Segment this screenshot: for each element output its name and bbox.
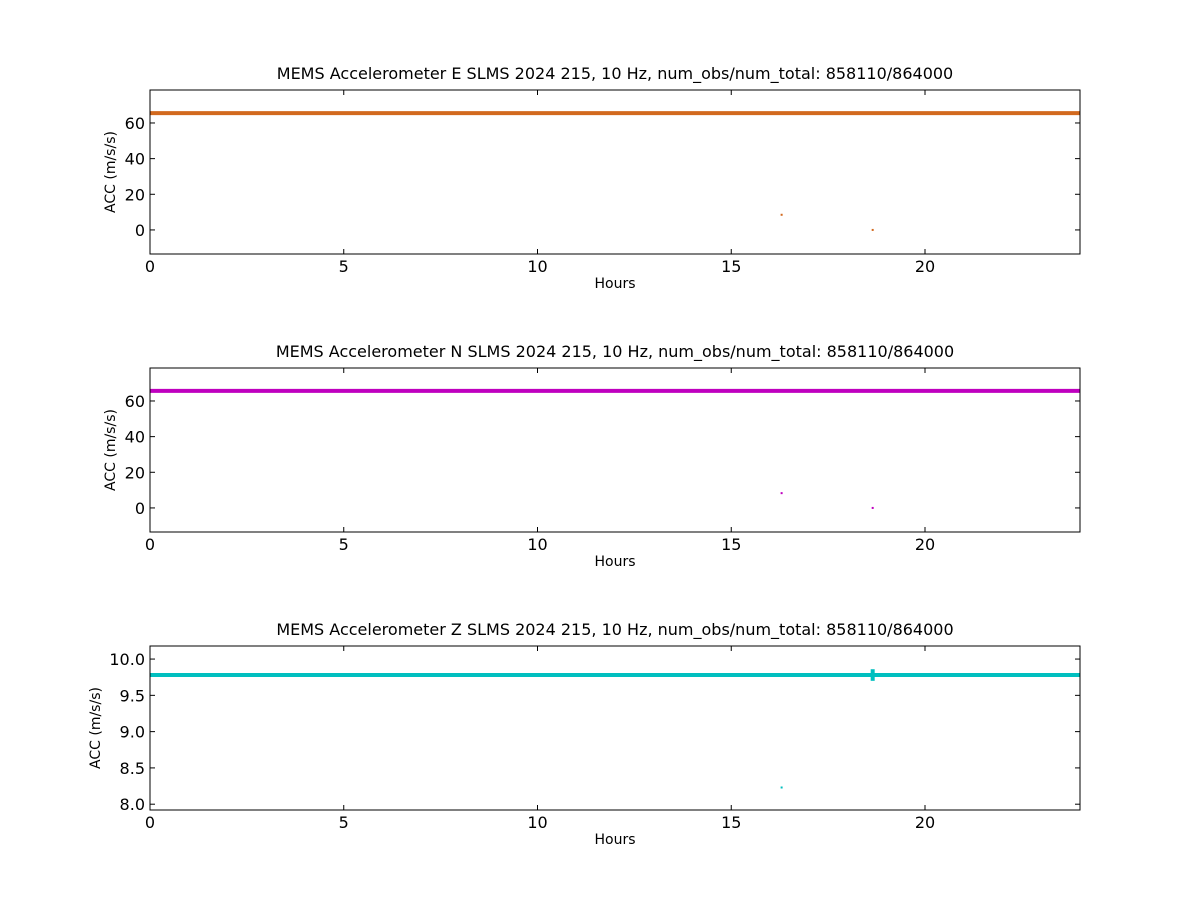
chart-panel-2: 0 5 10 15 20 8.0 8.5 9.0 9.5 10.0 MEMS Acceleromet…	[88, 620, 1081, 848]
data-point-2-0-0	[780, 786, 783, 789]
x-tick-label-0-2: 10	[527, 257, 547, 276]
y-axis-label-1: ACC (m/s/s)	[103, 409, 119, 491]
x-tick-label-2-3: 15	[721, 813, 741, 832]
y-tick-label-2-0: 8.0	[120, 795, 145, 814]
y-axis-label-2: ACC (m/s/s)	[88, 687, 104, 769]
plot-frame-1	[149, 367, 1081, 533]
y-axis-label-0: ACC (m/s/s)	[103, 131, 119, 213]
y-tick-label-1-1: 20	[125, 463, 145, 482]
x-axis-label-0: Hours	[594, 276, 635, 292]
x-tick-label-0-3: 15	[721, 257, 741, 276]
x-tick-label-2-0: 0	[145, 813, 155, 832]
y-tick-label-1-2: 40	[125, 428, 145, 447]
y-tick-label-2-2: 9.0	[120, 723, 145, 742]
chart-panel-1: 0 5 10 15 20 0 20 40 60 MEMS Accelerometer N SLMS…	[103, 342, 1081, 570]
y-tick-label-1-3: 60	[125, 392, 145, 411]
y-tick-label-2-3: 9.5	[120, 686, 145, 705]
x-tick-label-0-1: 5	[339, 257, 349, 276]
data-point-0-0-1	[871, 228, 874, 231]
y-tick-label-0-0: 0	[135, 221, 145, 240]
x-tick-label-2-1: 5	[339, 813, 349, 832]
y-tick-label-0-3: 60	[125, 114, 145, 133]
chart-title-2: MEMS Accelerometer Z SLMS 2024 215, 10 H…	[276, 620, 953, 640]
x-tick-label-1-4: 20	[915, 535, 935, 554]
plot-frame-0	[149, 89, 1081, 255]
y-tick-label-2-1: 8.5	[120, 759, 145, 778]
chart-title-0: MEMS Accelerometer E SLMS 2024 215, 10 H…	[277, 64, 953, 84]
x-tick-label-1-2: 10	[527, 535, 547, 554]
y-tick-label-1-0: 0	[135, 499, 145, 518]
plot-frame-2	[149, 645, 1081, 811]
x-tick-label-1-0: 0	[145, 535, 155, 554]
x-tick-label-0-4: 20	[915, 257, 935, 276]
x-tick-label-0-0: 0	[145, 257, 155, 276]
y-tick-label-2-4: 10.0	[109, 650, 145, 669]
chart-title-1: MEMS Accelerometer N SLMS 2024 215, 10 H…	[276, 342, 954, 362]
y-tick-label-0-2: 40	[125, 150, 145, 169]
x-axis-label-1: Hours	[594, 554, 635, 570]
chart-panel-0: 0 5 10 15 20 0 20 40 60 MEMS Accelerometer E SLMS…	[103, 64, 1081, 292]
x-tick-label-2-2: 10	[527, 813, 547, 832]
x-tick-label-1-3: 15	[721, 535, 741, 554]
x-axis-label-2: Hours	[594, 832, 635, 848]
data-point-0-0-0	[780, 213, 783, 216]
data-point-1-0-0	[780, 492, 783, 495]
x-tick-label-2-4: 20	[915, 813, 935, 832]
y-tick-label-0-1: 20	[125, 185, 145, 204]
data-point-1-0-1	[871, 506, 874, 509]
x-tick-label-1-1: 5	[339, 535, 349, 554]
